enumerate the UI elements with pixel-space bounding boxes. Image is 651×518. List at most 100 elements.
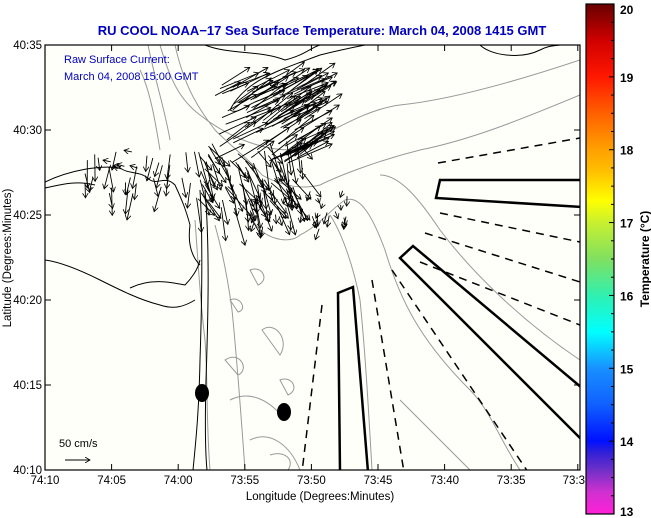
current-vector	[209, 147, 220, 164]
current-vector	[200, 170, 214, 200]
site-marker	[195, 384, 209, 402]
current-vector	[324, 212, 327, 223]
current-vector	[197, 198, 214, 216]
current-vector	[265, 110, 293, 127]
current-vector	[208, 145, 230, 166]
current-vector	[340, 190, 342, 198]
colorbar-tick-label: 18	[620, 144, 634, 158]
current-vector	[221, 199, 227, 224]
current-vector	[257, 151, 271, 167]
current-vector	[288, 91, 325, 120]
current-vector	[226, 122, 250, 141]
current-vector	[205, 161, 213, 199]
current-vector	[272, 101, 304, 120]
current-vector	[112, 187, 113, 216]
current-vector	[264, 150, 269, 191]
colorbar-ticks: 20 19 18 17 16 15 14 13	[609, 3, 634, 518]
x-tick-label: 74:05	[97, 475, 126, 487]
current-vector	[204, 168, 223, 186]
current-vector	[277, 144, 307, 158]
current-vector	[231, 140, 269, 163]
current-vector	[304, 81, 335, 102]
current-vector	[132, 166, 138, 188]
current-vector	[258, 193, 261, 203]
current-vector	[254, 168, 265, 193]
current-vector	[289, 151, 296, 183]
current-vector	[146, 155, 147, 172]
x-tick-label: 73:50	[297, 475, 326, 487]
current-vector	[335, 211, 338, 219]
colorbar-label: Temperature (°C)	[638, 211, 651, 308]
current-vector	[261, 180, 271, 214]
x-tick-label: 73:35	[497, 475, 526, 487]
current-vector	[271, 159, 284, 181]
current-vector	[221, 106, 249, 118]
current-vector	[271, 62, 304, 87]
current-vector	[226, 168, 235, 200]
x-tick-label: 73:40	[430, 475, 459, 487]
current-vector	[98, 157, 100, 171]
current-vector	[287, 69, 318, 94]
current-vector	[318, 198, 320, 203]
current-vector	[327, 215, 329, 227]
current-vector	[233, 86, 258, 105]
current-vector	[300, 105, 339, 130]
current-vector	[280, 138, 306, 158]
current-vector	[207, 155, 226, 183]
colorbar-tick-label: 13	[620, 505, 634, 518]
x-axis: 74:10 74:05 74:00 73:55 73:50 73:45 73:40 73:35…	[31, 45, 585, 487]
current-vector	[292, 68, 322, 89]
current-vector	[134, 183, 136, 199]
current-vector	[108, 166, 114, 192]
current-vector	[187, 182, 190, 208]
y-tick-label: 40:20	[13, 295, 42, 307]
y-tick-label: 40:35	[13, 40, 42, 52]
plot-frame	[44, 44, 581, 471]
current-vector	[300, 213, 301, 223]
current-vector	[196, 197, 202, 233]
current-vector	[181, 177, 186, 198]
current-vector	[269, 143, 282, 181]
current-vector	[300, 77, 332, 90]
current-vector	[307, 191, 310, 200]
x-tick-label: 74:00	[164, 475, 193, 487]
current-vector	[225, 108, 271, 125]
current-vector	[251, 91, 285, 109]
current-vector	[247, 170, 257, 204]
current-vector	[237, 80, 273, 104]
colorbar	[585, 3, 615, 515]
current-vector	[267, 146, 283, 163]
current-vector	[271, 135, 297, 156]
colorbar-tick-label: 16	[620, 289, 634, 303]
current-vector	[156, 165, 163, 188]
current-vector	[277, 128, 304, 145]
current-vector	[155, 162, 160, 177]
current-vector	[84, 173, 90, 192]
annotation-line2: March 04, 2008 15:00 GMT	[64, 71, 199, 83]
current-vector	[284, 139, 318, 163]
current-vector	[259, 84, 287, 96]
y-axis: 40:35 40:30 40:25 40:20 40:15 40:10	[13, 40, 580, 477]
current-vector	[103, 160, 111, 162]
radar-range-dashes	[301, 137, 580, 470]
current-vector	[186, 152, 188, 172]
figure-title: RU COOL NOAA−17 Sea Surface Temperature:…	[98, 23, 547, 38]
colorbar-tick-label: 19	[620, 71, 634, 85]
colorbar-tick-label: 20	[620, 3, 634, 17]
current-vector	[246, 98, 280, 118]
current-vector	[290, 220, 291, 230]
current-vector	[130, 166, 138, 168]
current-vector	[225, 186, 251, 216]
current-vector	[238, 169, 247, 204]
current-vector	[272, 76, 308, 97]
current-vector	[256, 127, 289, 151]
y-tick-label: 40:10	[13, 465, 42, 477]
current-vector	[274, 196, 275, 205]
current-vector	[287, 86, 311, 105]
current-vector	[304, 94, 342, 120]
current-vector	[302, 173, 321, 197]
colorbar-tick-label: 15	[620, 362, 634, 376]
map-layer	[45, 45, 580, 470]
current-vector	[286, 141, 292, 175]
